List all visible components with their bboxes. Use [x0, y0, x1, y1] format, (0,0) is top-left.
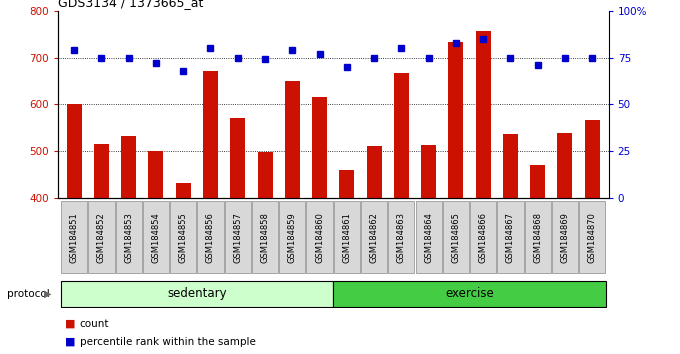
Text: GSM184864: GSM184864 — [424, 212, 433, 263]
Bar — [148, 152, 163, 354]
Bar — [524, 201, 551, 273]
Bar — [361, 201, 387, 273]
Text: GSM184868: GSM184868 — [533, 212, 542, 263]
Text: GSM184866: GSM184866 — [479, 212, 488, 263]
Bar — [175, 183, 190, 354]
Bar — [585, 120, 600, 354]
Bar — [552, 201, 578, 273]
Bar — [143, 201, 169, 273]
Bar — [258, 152, 273, 354]
Bar — [443, 201, 469, 273]
Bar — [67, 104, 82, 354]
Bar — [61, 201, 87, 273]
Bar — [476, 31, 491, 354]
Text: GSM184858: GSM184858 — [260, 212, 269, 263]
Text: GSM184854: GSM184854 — [152, 212, 160, 263]
Bar — [94, 144, 109, 354]
Text: GSM184859: GSM184859 — [288, 212, 296, 263]
Bar — [252, 201, 278, 273]
Text: GSM184865: GSM184865 — [452, 212, 460, 263]
Bar — [279, 201, 305, 273]
Bar — [367, 146, 381, 354]
Bar — [415, 201, 442, 273]
Text: sedentary: sedentary — [167, 287, 226, 300]
Bar — [231, 118, 245, 354]
Bar — [307, 201, 333, 273]
Bar — [421, 145, 436, 354]
Bar — [503, 134, 518, 354]
Text: GSM184867: GSM184867 — [506, 212, 515, 263]
Text: exercise: exercise — [445, 287, 494, 300]
Text: protocol: protocol — [7, 289, 50, 299]
Text: GSM184857: GSM184857 — [233, 212, 242, 263]
Bar — [88, 201, 114, 273]
Bar — [312, 97, 327, 354]
Text: ■: ■ — [65, 319, 75, 329]
Bar — [121, 136, 136, 354]
Bar — [203, 71, 218, 354]
Text: GSM184861: GSM184861 — [342, 212, 352, 263]
Bar — [339, 170, 354, 354]
Text: GSM184869: GSM184869 — [560, 212, 569, 263]
Bar — [197, 201, 224, 273]
Bar — [333, 281, 606, 307]
Bar — [497, 201, 524, 273]
Bar — [394, 73, 409, 354]
Text: ■: ■ — [65, 337, 75, 347]
Bar — [61, 281, 333, 307]
Text: GSM184852: GSM184852 — [97, 212, 106, 263]
Bar — [579, 201, 605, 273]
Text: GSM184855: GSM184855 — [179, 212, 188, 263]
Bar — [388, 201, 414, 273]
Bar — [116, 201, 142, 273]
Text: GDS3134 / 1373665_at: GDS3134 / 1373665_at — [58, 0, 203, 10]
Bar — [334, 201, 360, 273]
Text: ▶: ▶ — [44, 289, 52, 299]
Text: GSM184853: GSM184853 — [124, 212, 133, 263]
Text: GSM184851: GSM184851 — [69, 212, 79, 263]
Bar — [470, 201, 496, 273]
Bar — [224, 201, 251, 273]
Text: GSM184856: GSM184856 — [206, 212, 215, 263]
Bar — [558, 133, 573, 354]
Bar — [448, 42, 463, 354]
Text: GSM184870: GSM184870 — [588, 212, 597, 263]
Text: GSM184863: GSM184863 — [397, 212, 406, 263]
Text: GSM184860: GSM184860 — [315, 212, 324, 263]
Text: count: count — [80, 319, 109, 329]
Text: percentile rank within the sample: percentile rank within the sample — [80, 337, 256, 347]
Text: GSM184862: GSM184862 — [370, 212, 379, 263]
Bar — [285, 81, 300, 354]
Bar — [530, 165, 545, 354]
Bar — [170, 201, 197, 273]
